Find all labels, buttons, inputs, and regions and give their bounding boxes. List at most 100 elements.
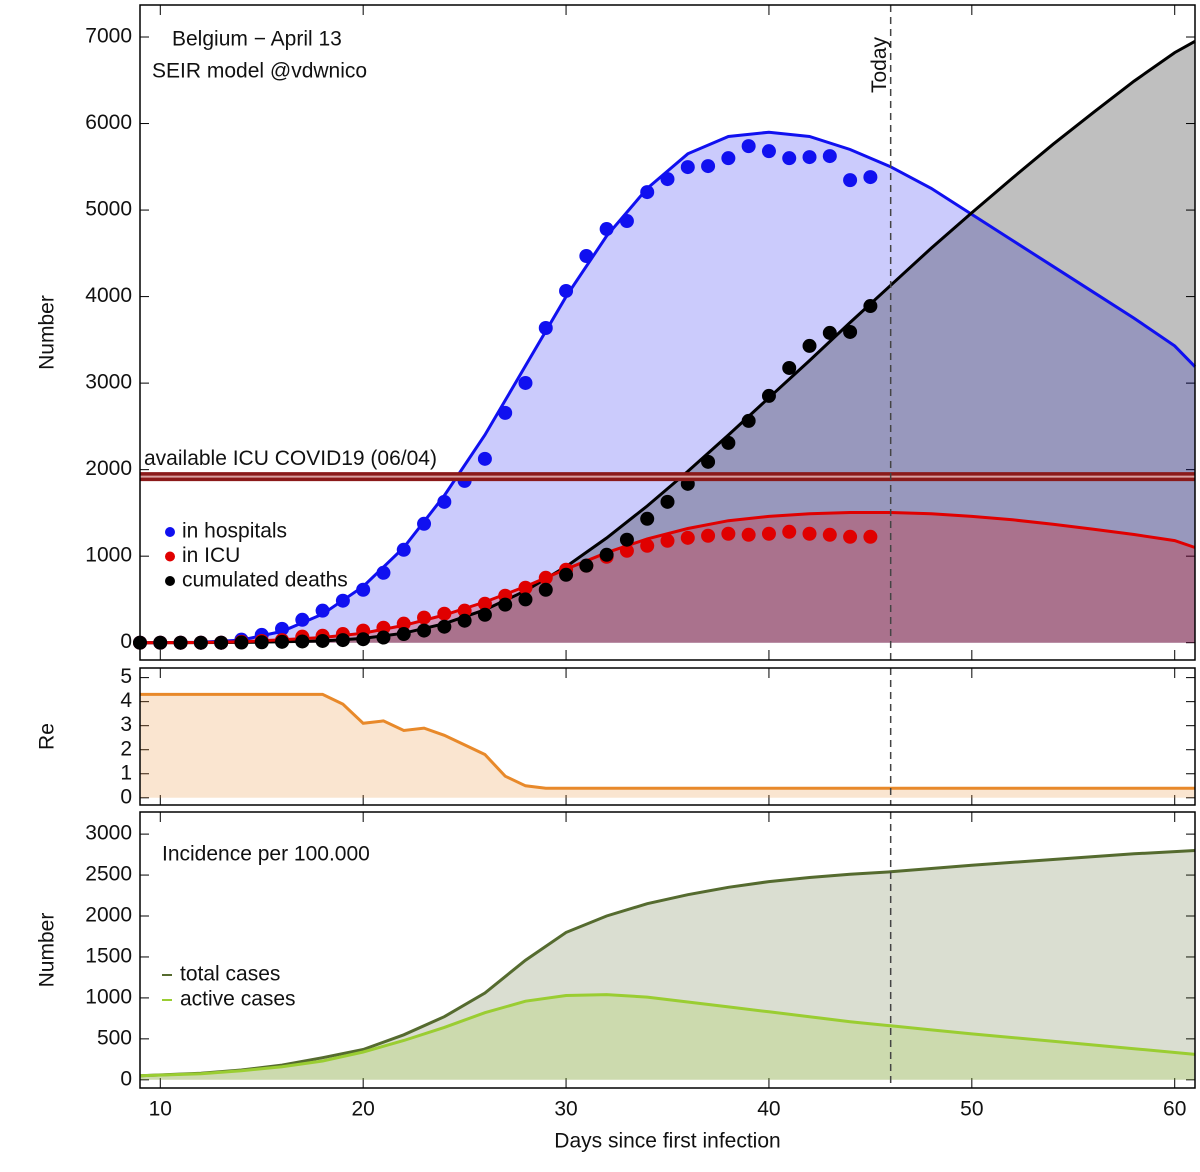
y-tick-label: 4 xyxy=(120,689,132,712)
dot xyxy=(234,635,249,650)
dot xyxy=(579,249,594,264)
dot xyxy=(335,633,350,648)
y-tick-label: 2500 xyxy=(85,863,132,886)
dot xyxy=(822,325,837,340)
dot xyxy=(802,338,817,353)
dot xyxy=(843,173,858,188)
legend-marker xyxy=(165,527,175,537)
dot xyxy=(863,299,878,314)
dot xyxy=(538,321,553,336)
threshold-label: available ICU COVID19 (06/04) xyxy=(144,447,437,470)
line xyxy=(139,511,1196,645)
dot xyxy=(802,150,817,165)
y-tick-label: 3000 xyxy=(85,822,132,845)
dot xyxy=(863,529,878,544)
dot xyxy=(741,527,756,542)
y-tick-label: 2000 xyxy=(85,457,132,480)
dot xyxy=(599,222,614,237)
y-tick-label: 1 xyxy=(120,761,132,784)
y-tick-label: 2 xyxy=(120,737,132,760)
dot xyxy=(518,580,533,595)
dot xyxy=(335,593,350,608)
dot xyxy=(275,634,290,649)
y-axis-label: Re xyxy=(36,723,59,750)
dot xyxy=(640,538,655,553)
legend-label: total cases xyxy=(180,963,280,986)
dot xyxy=(721,526,736,541)
legend-label: active cases xyxy=(180,988,296,1011)
dot xyxy=(640,511,655,526)
dot xyxy=(721,151,736,166)
legend-label: in hospitals xyxy=(182,520,287,543)
y-tick-label: 2000 xyxy=(85,904,132,927)
x-tick-label: 10 xyxy=(149,1098,172,1121)
dot xyxy=(559,567,574,582)
dot xyxy=(782,524,797,539)
dot xyxy=(457,613,472,628)
dot xyxy=(822,149,837,164)
legend-marker xyxy=(165,551,175,562)
y-tick-label: 500 xyxy=(97,1026,132,1049)
dot xyxy=(275,621,290,636)
dot xyxy=(376,620,391,635)
y-tick-label: 5000 xyxy=(85,198,132,221)
y-tick-label: 3 xyxy=(120,713,132,736)
y-tick-label: 7000 xyxy=(85,25,132,48)
dot xyxy=(802,526,817,541)
x-tick-label: 50 xyxy=(960,1098,983,1121)
line xyxy=(139,993,1196,1078)
area xyxy=(140,850,1195,1080)
dot xyxy=(193,635,208,650)
legend-label: cumulated deaths xyxy=(182,569,348,592)
dot xyxy=(295,634,310,649)
dot xyxy=(356,632,371,647)
line xyxy=(139,130,1197,645)
x-tick-label: 20 xyxy=(351,1098,374,1121)
dot xyxy=(498,597,513,612)
area xyxy=(140,512,1195,643)
dot xyxy=(417,623,432,638)
dot xyxy=(782,360,797,375)
dot xyxy=(457,603,472,618)
dot xyxy=(741,413,756,428)
dot xyxy=(356,582,371,597)
dot xyxy=(538,570,553,585)
x-axis-label: Days since first infection xyxy=(554,1130,780,1153)
line xyxy=(140,692,1195,790)
dot xyxy=(701,528,716,543)
dot xyxy=(437,606,452,621)
y-tick-label: 6000 xyxy=(85,111,132,134)
dot xyxy=(214,635,229,650)
plot-frame xyxy=(139,811,1196,1089)
dot xyxy=(619,543,634,558)
dot xyxy=(761,526,776,541)
y-axis-label: Number xyxy=(36,295,59,370)
dot xyxy=(599,547,614,562)
annotation: Belgium − April 13 xyxy=(172,28,342,51)
y-tick-label: 0 xyxy=(120,785,132,808)
legend-label: in ICU xyxy=(182,544,240,567)
dot xyxy=(477,607,492,622)
dot xyxy=(376,565,391,580)
y-tick-label: 0 xyxy=(120,1067,132,1090)
dot xyxy=(680,160,695,175)
y-tick-label: 4000 xyxy=(85,284,132,307)
dot xyxy=(701,454,716,469)
dot xyxy=(822,527,837,542)
y-tick-label: 1500 xyxy=(85,945,132,968)
dot xyxy=(721,435,736,450)
dot xyxy=(417,610,432,625)
x-tick-label: 40 xyxy=(757,1098,780,1121)
dot xyxy=(843,529,858,544)
y-tick-label: 5 xyxy=(120,665,132,688)
annotation: SEIR model @vdwnico xyxy=(152,60,367,83)
annotation: Incidence per 100.000 xyxy=(162,843,370,866)
dot xyxy=(254,635,269,650)
today-label: Today xyxy=(868,36,891,93)
dot xyxy=(437,494,452,509)
area xyxy=(140,41,1195,643)
line xyxy=(139,849,1196,1078)
y-tick-label: 0 xyxy=(120,630,132,653)
